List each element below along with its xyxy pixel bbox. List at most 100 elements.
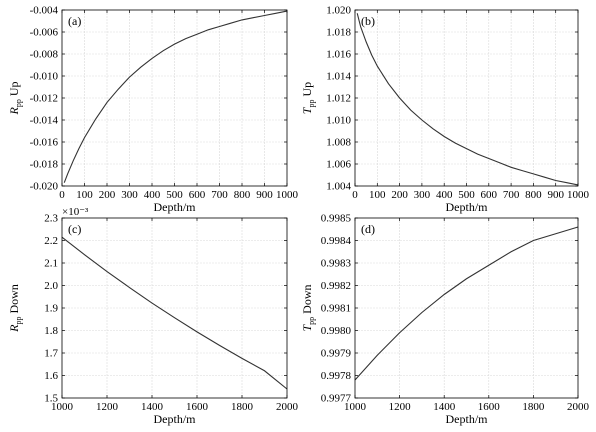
x-tick-label: 700 [211, 189, 228, 201]
y-axis-suffix: Down [7, 284, 21, 316]
y-axis-symbol: T [300, 106, 314, 114]
x-tick-label: 1400 [433, 401, 456, 413]
x-tick-label: 1000 [344, 401, 367, 413]
y-axis-subscript: pp [14, 99, 23, 107]
panel-c: 1000 1200 1400 1600 1800 2000 1.5 1.6 1.7 1.8 1.9 2… [7, 206, 299, 426]
y-axis-suffix: Up [7, 81, 21, 99]
x-tick-label: 1600 [186, 401, 209, 413]
series-line [61, 236, 288, 390]
y-tick-label: 1.5 [44, 393, 58, 405]
panel-a: 0 100 200 300 400 500 600 700 800 900 1000 -0.020 -0… [7, 5, 299, 215]
y-axis-subscript: pp [14, 317, 23, 325]
panel-tag: (b) [361, 14, 375, 28]
x-tick-label: 200 [391, 189, 408, 201]
x-axis-label: Depth/m [154, 200, 197, 214]
y-tick-label: 1.016 [326, 49, 351, 61]
y-axis-subscript: pp [307, 99, 316, 107]
x-tick-label: 100 [369, 189, 386, 201]
x-tick-label: 500 [166, 189, 183, 201]
x-axis-label: Depth/m [446, 412, 489, 426]
y-tick-label: 1.018 [326, 27, 351, 39]
y-tick-label: -0.010 [30, 71, 59, 83]
y-axis-suffix: Up [300, 82, 314, 100]
x-tick-label: 300 [414, 189, 431, 201]
x-tick-label: 1400 [141, 401, 164, 413]
y-axis-label: Rpp Up [7, 81, 23, 115]
y-tick-label: 2.3 [44, 213, 58, 225]
y-tick-label: 1.008 [326, 137, 351, 149]
y-tick-label: 0.9981 [321, 303, 351, 315]
x-tick-label: 1000 [51, 401, 74, 413]
y-tick-label: -0.018 [30, 159, 59, 171]
x-tick-label: 100 [76, 189, 93, 201]
y-tick-label: 1.9 [44, 303, 58, 315]
series-line [356, 13, 579, 186]
y-tick-label: 0.9984 [321, 235, 352, 247]
y-axis-label: Tpp Down [300, 284, 316, 331]
x-tick-label: 900 [256, 189, 273, 201]
x-axis-label: Depth/m [154, 412, 197, 426]
y-tick-label: 1.010 [326, 115, 351, 127]
y-tick-label: -0.020 [30, 181, 59, 193]
panel-tag: (d) [361, 222, 375, 236]
y-tick-label: 0.9978 [321, 370, 352, 382]
x-tick-label: 1000 [276, 189, 299, 201]
y-tick-label: 0.9985 [321, 213, 352, 225]
y-tick-label: 1.7 [44, 348, 58, 360]
y-axis-symbol: R [7, 324, 21, 333]
panel-tag: (c) [68, 222, 81, 236]
y-axis-symbol: R [7, 107, 21, 116]
y-tick-label: 0.9977 [321, 393, 352, 405]
x-tick-label: 800 [525, 189, 542, 201]
x-tick-label: 400 [144, 189, 161, 201]
panel-tag: (a) [68, 14, 81, 28]
x-tick-label: 300 [121, 189, 138, 201]
x-axis-label: Depth/m [446, 200, 489, 214]
x-tick-label: 700 [503, 189, 520, 201]
y-tick-label: 1.006 [326, 159, 351, 171]
panel-d: 1000 1200 1400 1600 1800 2000 0.9977 0.9978 0.99… [300, 213, 590, 427]
y-tick-label: 1.014 [326, 71, 351, 83]
y-tick-label: 1.8 [44, 325, 58, 337]
x-tick-label: 2000 [567, 401, 590, 413]
y-axis-subscript: pp [307, 317, 316, 325]
series-line [354, 226, 579, 381]
y-tick-label: 0.9982 [321, 280, 351, 292]
y-axis-label: Tpp Up [300, 82, 316, 114]
x-tick-label: 600 [189, 189, 206, 201]
x-tick-label: 0 [352, 189, 358, 201]
x-tick-label: 200 [99, 189, 116, 201]
y-tick-label: 0.9980 [321, 325, 352, 337]
y-tick-label: 1.004 [326, 181, 351, 193]
y-tick-label: -0.008 [30, 49, 59, 61]
y-axis-symbol: T [300, 324, 314, 332]
y-tick-label: 1.6 [44, 370, 58, 382]
y-tick-label: 0.9979 [321, 348, 352, 360]
x-tick-label: 600 [481, 189, 498, 201]
y-axis-suffix: Down [300, 284, 314, 316]
y-tick-label: -0.016 [30, 137, 59, 149]
y-tick-label: -0.012 [30, 93, 58, 105]
x-tick-label: 800 [234, 189, 251, 201]
y-tick-label: -0.004 [30, 5, 59, 17]
y-tick-label: 2.1 [44, 258, 58, 270]
x-tick-label: 1000 [567, 189, 590, 201]
x-tick-label: 0 [59, 189, 65, 201]
x-tick-label: 1800 [231, 401, 254, 413]
y-tick-label: 1.020 [326, 5, 351, 17]
y-tick-label: 2.0 [44, 280, 58, 292]
x-tick-label: 400 [436, 189, 453, 201]
y-tick-label: 1.012 [326, 93, 351, 105]
series-line [63, 10, 288, 183]
x-tick-label: 1200 [389, 401, 412, 413]
panel-b: 0 100 200 300 400 500 600 700 800 900 1000 1.004 1.0… [300, 5, 590, 215]
x-tick-label: 1600 [478, 401, 501, 413]
x-tick-label: 900 [547, 189, 564, 201]
x-tick-label: 1200 [96, 401, 119, 413]
y-tick-label: 0.9983 [321, 258, 352, 270]
y-axis-label: Rpp Down [7, 284, 23, 333]
axis-exponent: ×10⁻³ [62, 206, 89, 218]
y-tick-label: 2.2 [44, 235, 58, 247]
x-tick-label: 500 [458, 189, 475, 201]
x-tick-label: 2000 [276, 401, 299, 413]
